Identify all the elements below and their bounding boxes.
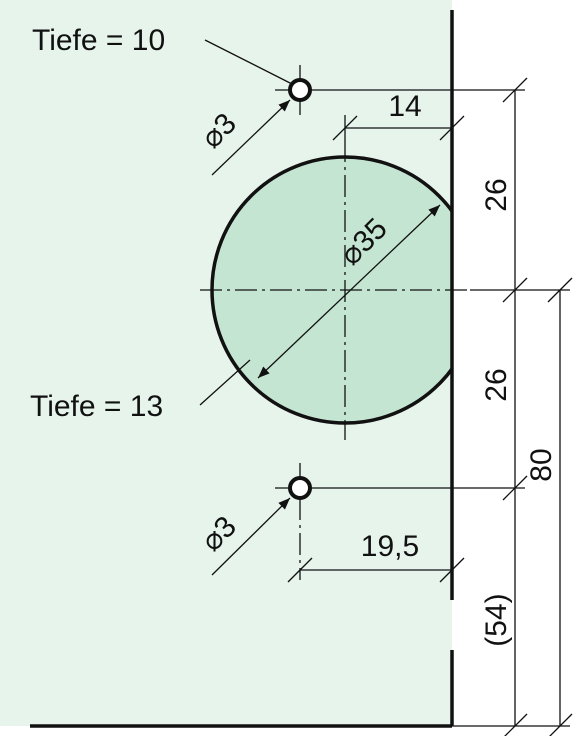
diameter-line: [257, 204, 441, 379]
label: 26: [480, 368, 513, 401]
leader: [211, 497, 291, 576]
label: Tiefe = 13: [30, 390, 163, 423]
label: (54): [480, 593, 513, 646]
hole: [288, 476, 312, 500]
hole: [288, 78, 312, 102]
leader: [211, 99, 291, 176]
label: 14: [388, 90, 421, 123]
label: Tiefe = 10: [32, 24, 165, 57]
label: 19,5: [361, 530, 419, 563]
label: 26: [480, 178, 513, 211]
label: 80: [525, 448, 558, 481]
leader: [204, 39, 293, 85]
leader: [199, 359, 251, 406]
